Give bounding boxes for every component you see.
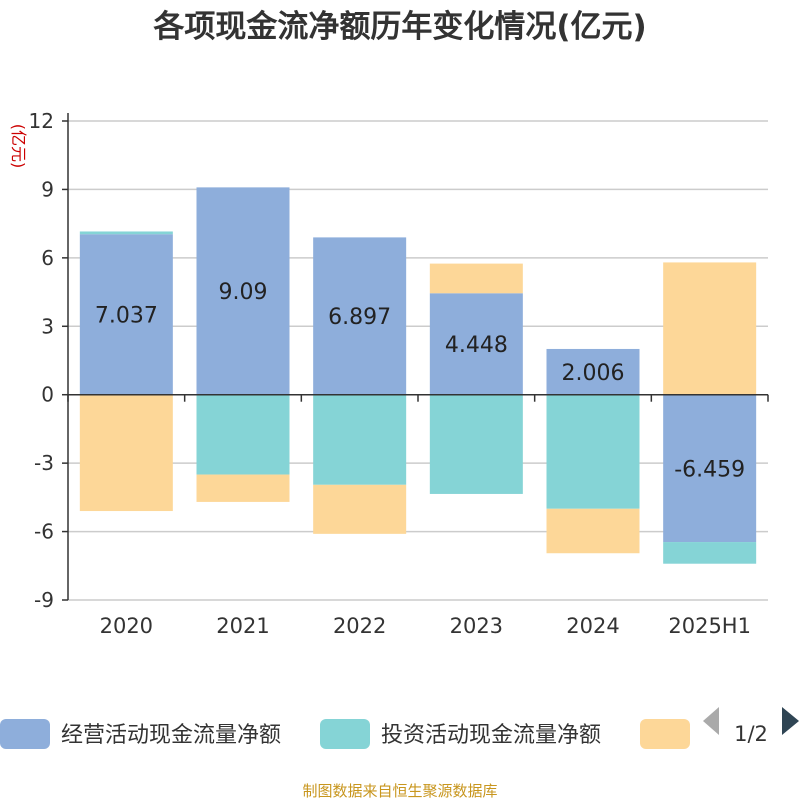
- bar-segment: [196, 474, 290, 502]
- y-tick-label: -6: [34, 520, 54, 544]
- bar-segment: [196, 187, 290, 395]
- y-tick-label: 0: [41, 383, 54, 407]
- triangle-right-icon[interactable]: [782, 707, 799, 735]
- legend: 经营活动现金流量净额 投资活动现金流量净额: [0, 719, 690, 749]
- y-tick-label: 3: [41, 314, 54, 338]
- y-tick-label: -9: [34, 588, 54, 612]
- legend-swatch[interactable]: [640, 719, 690, 749]
- x-tick-label: 2022: [333, 614, 386, 638]
- bar-segment: [79, 234, 173, 395]
- bar-segment: [663, 394, 757, 543]
- legend-page-indicator: 1/2: [734, 722, 768, 746]
- grid-lines: [62, 120, 768, 601]
- data-label: 7.037: [95, 303, 158, 328]
- data-label: 9.09: [219, 280, 268, 305]
- y-axis-unit: (亿元): [9, 124, 28, 169]
- bar-segment: [546, 348, 640, 395]
- bar-segment: [313, 484, 407, 534]
- data-label: 6.897: [328, 305, 391, 330]
- bar-segment: [546, 508, 640, 554]
- x-tick-label: 2025H1: [668, 614, 751, 638]
- x-tick-label: 2020: [100, 614, 153, 638]
- x-tick-label: 2021: [216, 614, 269, 638]
- data-label: 4.448: [445, 333, 508, 358]
- bar-segment: [196, 394, 290, 475]
- triangle-left-icon[interactable]: [703, 707, 719, 735]
- x-tick-labels: 2020 2021 2022 2023 2024 2025H1: [100, 614, 751, 638]
- legend-swatch[interactable]: [320, 719, 370, 749]
- legend-item-label[interactable]: 经营活动现金流量净额: [61, 723, 281, 748]
- data-labels: 7.037 9.09 6.897 4.448 2.006 -6.459: [95, 280, 745, 482]
- bar-segment: [79, 394, 173, 512]
- x-tick-label: 2024: [566, 614, 619, 638]
- bar-segment: [313, 394, 407, 485]
- legend-swatch[interactable]: [0, 719, 50, 749]
- bar-segment: [429, 293, 523, 395]
- bar-segment: [663, 262, 757, 395]
- bar-segment: [429, 394, 523, 494]
- bar-segment: [429, 263, 523, 294]
- axes-group: [67, 113, 769, 600]
- legend-pager: 1/2: [703, 707, 799, 746]
- data-label: -6.459: [674, 457, 745, 482]
- x-tick-label: 2023: [450, 614, 503, 638]
- bar-segment: [546, 394, 640, 509]
- y-tick-label: 6: [41, 246, 54, 270]
- source-note: 制图数据来自恒生聚源数据库: [302, 782, 497, 800]
- y-tick-label: 12: [29, 109, 54, 133]
- legend-item-label[interactable]: 投资活动现金流量净额: [381, 723, 601, 748]
- chart-title: 各项现金流净额历年变化情况(亿元): [152, 9, 646, 45]
- bar-segment: [313, 237, 407, 395]
- y-tick-labels: 12 9 6 3 0 -3 -6 -9: [29, 109, 54, 612]
- y-tick-label: -3: [34, 451, 54, 475]
- data-label: 2.006: [562, 361, 625, 386]
- bar-segment: [79, 231, 173, 235]
- bar-segment: [663, 542, 757, 564]
- bars-group: [79, 187, 757, 564]
- y-tick-label: 9: [41, 177, 54, 201]
